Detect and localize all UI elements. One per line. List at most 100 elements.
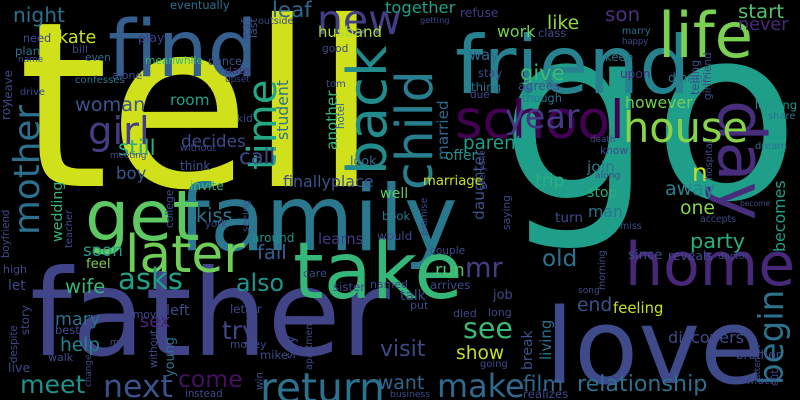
word-couple: couple (430, 245, 466, 257)
word-leaving: leaving (755, 98, 798, 112)
word-college: college (163, 189, 176, 228)
word-happy: happy (622, 36, 649, 46)
word-instead: instead (185, 389, 223, 400)
word-thing: thing (471, 80, 502, 94)
word-home: home (625, 230, 796, 300)
word-stop: stop (587, 185, 618, 201)
word-much: much (747, 374, 777, 387)
word-man: man (588, 202, 623, 221)
word-drive: drive (20, 87, 45, 98)
word-keep: keep (605, 50, 634, 64)
word-help: help (60, 335, 101, 356)
word-film: film (523, 372, 564, 397)
word-everyone: everyone (477, 150, 487, 190)
word-agrees: agrees (518, 78, 560, 93)
word-business: business (390, 389, 431, 400)
word-husband: husband (318, 23, 382, 41)
word-well: well (380, 186, 409, 202)
word-going: going (480, 359, 508, 370)
word-like: like (547, 13, 580, 34)
word-outside: outside (258, 16, 294, 27)
word-marry: marry (622, 26, 651, 37)
word-mike: mike (260, 348, 288, 362)
word-attempt: attempt (753, 344, 763, 380)
word-marriage: marriage (423, 174, 483, 189)
word-finallyplace: finallyplace (283, 172, 374, 191)
word-new: new (317, 0, 402, 44)
word-house: house (623, 103, 749, 152)
word-come: come (178, 365, 243, 393)
word-kate: kate (58, 28, 97, 48)
word-take: take (293, 226, 463, 317)
word-share: share (768, 111, 796, 122)
word-change: change (84, 354, 94, 387)
word-girlfriend: girlfriend (702, 52, 714, 100)
word-high: high (3, 263, 27, 276)
word-job: job (493, 288, 513, 303)
word-live: live (8, 360, 31, 375)
word-run: run (435, 261, 465, 281)
word-mog: mog (110, 337, 131, 348)
word-tom: tom (326, 79, 346, 90)
word-upon: upon (620, 67, 651, 81)
word-move: move (133, 308, 163, 321)
word-money: money (230, 338, 267, 351)
word-n: n (692, 158, 708, 187)
word-care: care (303, 267, 327, 280)
word-show: show (456, 343, 505, 364)
word-meet: meet (20, 370, 86, 399)
word-student: student (273, 79, 292, 140)
word-date: date (225, 64, 250, 77)
word-named: named (370, 278, 408, 291)
word-go: go (500, 0, 800, 255)
word-alone: alone (112, 69, 143, 82)
word-also: also (236, 269, 285, 297)
word-wife: wife (65, 275, 106, 298)
word-due: due (470, 89, 490, 101)
word-get: get (85, 176, 200, 257)
word-end: end (577, 295, 613, 316)
word-dream: dream (755, 141, 787, 152)
word-look: look (350, 153, 377, 168)
word-offer: offer (445, 148, 478, 164)
word-living: living (537, 319, 555, 360)
word-becomes: becomes (770, 180, 789, 252)
word-parent: parent (463, 133, 523, 154)
word-know: know (600, 144, 629, 157)
word-talk: talk (400, 288, 426, 304)
word-along: along (595, 170, 621, 181)
word-boyfriend: boyfriend (1, 209, 12, 258)
word-eventually: eventually (170, 0, 230, 12)
word-miss: miss (620, 221, 642, 232)
word-death: death (590, 135, 616, 145)
word-brother: brother (736, 348, 781, 362)
word-never: never (738, 15, 789, 35)
word-think: think (180, 159, 211, 173)
word-promise: promise (419, 197, 430, 236)
word-make: make (437, 367, 525, 400)
word-turn: turn (555, 210, 584, 226)
word-away: away (665, 178, 716, 200)
word-bill: bill (72, 43, 88, 56)
word-old: old (542, 246, 578, 272)
word-walk: walk (48, 351, 74, 364)
word-become: become (740, 199, 771, 208)
word-young: young (163, 337, 178, 377)
word-night: night (13, 3, 65, 27)
word-family: family (178, 167, 458, 272)
word-story: story (18, 305, 32, 335)
word-invite: invite (190, 179, 224, 193)
word-mother: mother (7, 104, 48, 235)
word-child: child (385, 70, 444, 190)
word-need: need (23, 32, 52, 45)
word-york: york (205, 219, 228, 230)
word-dinner: dinner (668, 70, 708, 85)
word-son: son (605, 3, 641, 26)
word-love: love (545, 286, 765, 400)
word-long: long (488, 306, 512, 319)
word-one: one (680, 198, 715, 219)
word-leave: leave (1, 70, 15, 102)
word-died: died (453, 307, 477, 320)
word-asks: asks (118, 262, 183, 296)
